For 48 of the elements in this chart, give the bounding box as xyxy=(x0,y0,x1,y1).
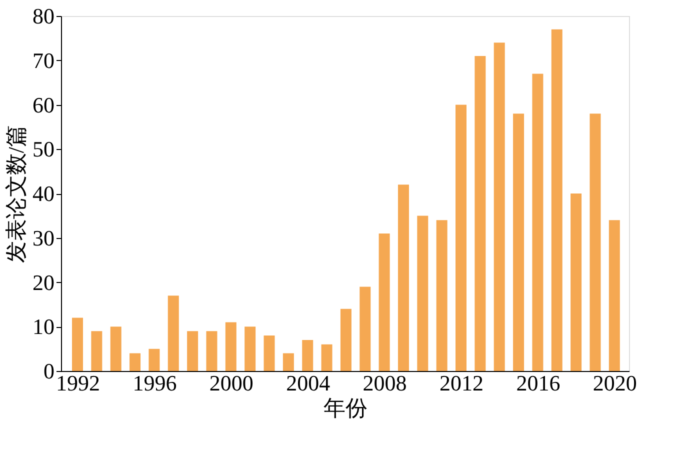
y-tick-label: 80 xyxy=(32,4,54,28)
x-axis-title: 年份 xyxy=(324,396,368,420)
bar xyxy=(91,331,102,371)
bar xyxy=(378,233,390,371)
x-tick-label: 1996 xyxy=(132,370,177,396)
y-tick-label: 0 xyxy=(44,358,54,384)
bar xyxy=(130,353,141,371)
y-axis-title: 发表论文数/篇 xyxy=(4,124,28,264)
bar xyxy=(608,220,620,371)
y-tick-label: 10 xyxy=(32,314,54,340)
y-tick-label: 30 xyxy=(32,225,54,250)
bar xyxy=(570,194,582,371)
bar xyxy=(532,74,544,371)
x-tick-label: 2004 xyxy=(286,370,330,396)
bar xyxy=(417,216,428,371)
bar xyxy=(360,286,371,371)
bar xyxy=(302,340,314,371)
bar xyxy=(168,296,179,371)
y-tick-label: 60 xyxy=(32,92,54,118)
y-tick-label: 40 xyxy=(32,181,54,206)
bar xyxy=(474,56,486,371)
bar xyxy=(244,326,256,371)
bar xyxy=(590,114,601,371)
bar xyxy=(72,318,84,371)
y-tick-label: 50 xyxy=(32,136,54,162)
x-tick-label: 1992 xyxy=(56,370,100,396)
y-tick-label: 20 xyxy=(32,270,54,295)
bar xyxy=(321,344,332,371)
x-tick-label: 2020 xyxy=(592,370,637,396)
bar xyxy=(551,29,562,371)
bar xyxy=(282,353,294,371)
bar xyxy=(398,184,409,371)
bar xyxy=(187,331,198,371)
bar xyxy=(513,114,524,371)
x-tick-label: 2016 xyxy=(516,370,560,396)
bar xyxy=(340,308,352,371)
bar xyxy=(110,326,122,371)
x-tick-label: 2008 xyxy=(362,370,407,396)
bar xyxy=(225,322,236,371)
x-tick-label: 2012 xyxy=(440,370,484,396)
x-tick-label: 2000 xyxy=(209,370,254,396)
bar xyxy=(264,336,275,371)
bar xyxy=(494,42,505,371)
y-tick-label: 70 xyxy=(32,48,54,73)
bar xyxy=(436,220,448,371)
bar xyxy=(148,348,160,371)
bar xyxy=(456,104,467,371)
bar xyxy=(206,331,218,371)
